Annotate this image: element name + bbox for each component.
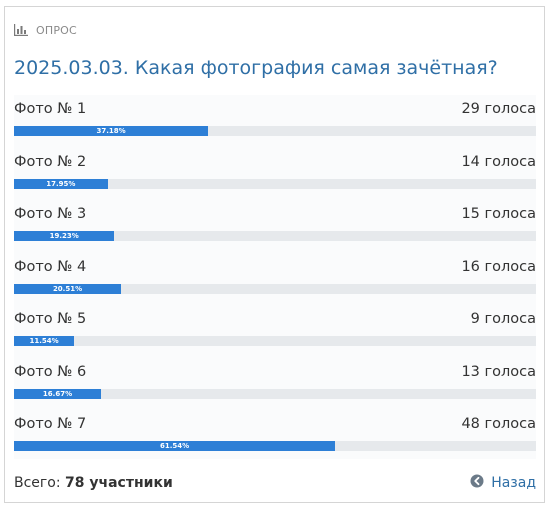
progress-track: 61.54% [14,441,536,451]
poll-header: ОПРОС [14,22,77,38]
progress-track: 16.67% [14,388,536,399]
arrow-circle-left-icon [470,474,484,492]
progress-fill: 20.51% [14,283,122,294]
poll-footer: Всего: 78 участники Назад [14,472,536,494]
option-label: Фото № 2 [14,153,87,170]
poll-options: Фото № 1 29 голоса 37.18% Фото № 2 14 го… [14,95,536,459]
poll-label: ОПРОС [36,23,77,37]
option-label: Фото № 6 [14,363,87,380]
poll-widget: ОПРОС 2025.03.03. Какая фотография самая… [4,6,545,503]
option-votes: 48 голоса [461,416,536,432]
percent-label: 61.54% [160,442,190,450]
progress-track: 11.54% [14,336,536,346]
bar-chart-icon [14,24,28,36]
percent-label: 11.54% [29,337,59,345]
option-label: Фото № 7 [14,416,87,432]
total-value: 78 участники [65,475,173,491]
option-votes: 14 голоса [461,153,536,170]
progress-track: 20.51% [14,283,536,294]
back-link[interactable]: Назад [470,474,536,492]
total-participants: Всего: 78 участники [14,475,173,491]
percent-label: 17.95% [46,179,76,188]
progress-fill: 37.18% [14,126,209,136]
progress-track: 37.18% [14,126,536,136]
percent-label: 37.18% [96,127,126,135]
progress-fill: 16.67% [14,388,102,399]
poll-option: Фото № 3 15 голоса 19.23% [14,200,536,248]
progress-track: 19.23% [14,231,536,241]
option-label: Фото № 5 [14,311,87,327]
poll-option: Фото № 1 29 голоса 37.18% [14,95,536,143]
total-label: Всего: [14,475,61,491]
poll-option: Фото № 2 14 голоса 17.95% [14,148,536,196]
progress-fill: 61.54% [14,441,336,451]
poll-option: Фото № 6 13 голоса 16.67% [14,358,536,406]
option-label: Фото № 4 [14,258,87,275]
back-label: Назад [491,475,536,491]
option-votes: 9 голоса [470,311,536,327]
option-label: Фото № 1 [14,101,87,117]
progress-fill: 11.54% [14,336,75,346]
progress-track: 17.95% [14,178,536,189]
option-votes: 13 голоса [461,363,536,380]
option-votes: 15 голоса [461,206,536,222]
percent-label: 20.51% [52,284,83,293]
poll-option: Фото № 5 9 голоса 11.54% [14,305,536,353]
poll-option: Фото № 7 48 голоса 61.54% [14,410,536,458]
percent-label: 16.67% [42,389,73,398]
progress-fill: 19.23% [14,231,115,241]
option-votes: 29 голоса [461,101,536,117]
option-votes: 16 голоса [461,258,536,275]
percent-label: 19.23% [49,232,79,240]
poll-option: Фото № 4 16 голоса 20.51% [14,253,536,301]
poll-question: 2025.03.03. Какая фотография самая зачёт… [14,57,498,79]
option-label: Фото № 3 [14,206,87,222]
progress-fill: 17.95% [14,178,108,189]
